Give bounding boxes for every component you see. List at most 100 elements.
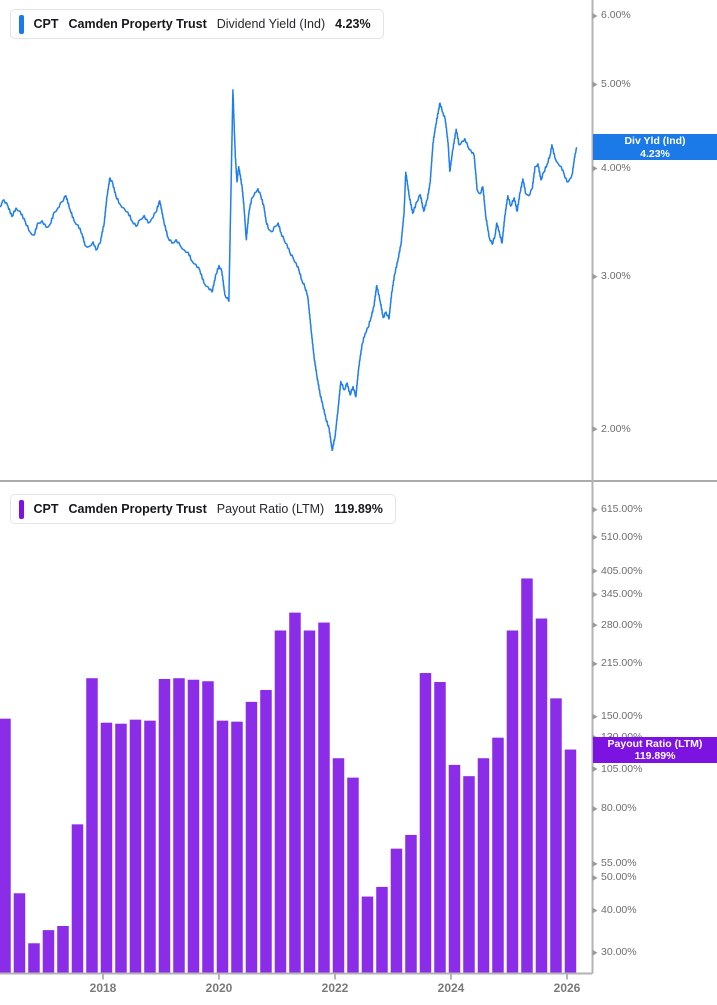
payout-bar-q3-2025[interactable] — [535, 618, 548, 974]
payout-bar-q2-2021[interactable] — [289, 612, 301, 974]
legend-value: 119.89% — [334, 502, 383, 516]
legend-company: Camden Property Trust — [68, 17, 207, 31]
legend-company: Camden Property Trust — [68, 502, 207, 516]
payout-bar-q4-2024[interactable] — [492, 737, 504, 974]
badge-value: 119.89% — [634, 750, 676, 763]
payout-bar-q3-2019[interactable] — [187, 679, 200, 974]
payout-bar-q3-2022[interactable] — [361, 896, 374, 974]
legend-ticker: CPT — [33, 17, 59, 31]
payout-bar-q1-2017[interactable] — [42, 930, 55, 974]
payout-bar-q1-2025[interactable] — [506, 630, 519, 974]
y-axis-tick-label: 215.00% — [601, 657, 643, 670]
y-axis-tick-arrow — [592, 506, 598, 513]
payout-bar-q3-2018[interactable] — [129, 719, 142, 974]
payout-bar-q1-2024[interactable] — [448, 764, 461, 974]
payout-bar-q2-2019[interactable] — [173, 678, 185, 974]
y-axis-tick-arrow — [592, 622, 598, 629]
y-axis-tick-label: 30.00% — [601, 946, 637, 959]
y-axis-tick-label: 80.00% — [601, 802, 637, 815]
badge-value: 4.23% — [640, 147, 670, 160]
legend-metric: Dividend Yield (Ind) — [216, 17, 326, 31]
payout-bar-q1-2021[interactable] — [274, 630, 287, 974]
payout-bar-q4-2016[interactable] — [28, 943, 40, 974]
payout-bar-q4-2023[interactable] — [434, 682, 446, 974]
y-axis-tick-arrow — [592, 713, 598, 720]
y-axis-tick-label: 4.00% — [601, 161, 631, 174]
payout-bar-q3-2021[interactable] — [303, 630, 316, 974]
legend-accent-bar-blue — [19, 14, 24, 34]
payout-bar-q4-2018[interactable] — [144, 720, 156, 974]
payout-bar-q4-2025[interactable] — [550, 698, 562, 974]
y-axis-tick-arrow — [592, 12, 598, 19]
payout-bar-q3-2016[interactable] — [13, 893, 26, 974]
payout-bar-q2-2025[interactable] — [521, 578, 533, 974]
x-axis-tick-label: 2022 — [321, 981, 349, 995]
legend-metric: Payout Ratio (LTM) — [216, 502, 325, 516]
payout-bar-q2-2018[interactable] — [115, 723, 127, 974]
x-axis-tick-label: 2020 — [205, 981, 233, 995]
badge-label: Div Yld (Ind) — [624, 135, 686, 148]
x-axis-tick-label: 2026 — [553, 981, 581, 995]
y-axis-tick-arrow — [592, 426, 598, 433]
payout-bar-q2-2022[interactable] — [347, 777, 359, 974]
y-axis-tick-label: 2.00% — [601, 422, 631, 435]
y-axis-tick-label: 3.00% — [601, 270, 631, 283]
payout-bar-q1-2026[interactable] — [564, 749, 577, 974]
payout-bar-q1-2018[interactable] — [100, 722, 113, 974]
legend-ticker: CPT — [33, 502, 59, 516]
y-axis-tick-label: 510.00% — [601, 530, 643, 543]
x-axis-tick-label: 2018 — [89, 981, 117, 995]
y-axis-tick-arrow — [592, 860, 598, 867]
payout-bar-q3-2024[interactable] — [477, 758, 490, 974]
y-axis-tick-label: 150.00% — [601, 710, 643, 723]
y-axis-tick-label: 5.00% — [601, 78, 631, 91]
x-axis-tick-label: 2024 — [437, 981, 465, 995]
y-axis-tick-arrow — [592, 874, 598, 881]
y-axis-tick-label: 345.00% — [601, 588, 643, 601]
payout-bar-q4-2021[interactable] — [318, 622, 330, 974]
payout-bar-q3-2017[interactable] — [71, 824, 84, 974]
payout-bar-q4-2017[interactable] — [86, 678, 98, 974]
y-axis-tick-label: 105.00% — [601, 762, 643, 775]
payout-bar-q1-2023[interactable] — [390, 848, 403, 974]
payout-bar-q3-2023[interactable] — [419, 673, 432, 974]
y-axis-tick-arrow — [592, 568, 598, 575]
payout-bar-q3-2020[interactable] — [245, 701, 258, 974]
payout-bar-q1-2020[interactable] — [216, 720, 229, 974]
y-axis-tick-arrow — [592, 165, 598, 172]
y-axis-tick-label: 405.00% — [601, 564, 643, 577]
y-axis-tick-label: 615.00% — [601, 503, 643, 516]
y-axis-tick-arrow — [592, 949, 598, 956]
payout-bar-q4-2022[interactable] — [376, 886, 388, 974]
legend-accent-bar-purple — [19, 499, 24, 519]
payout-bar-q2-2023[interactable] — [405, 834, 417, 974]
y-axis-tick-arrow — [592, 766, 598, 773]
last-value-badge-div-yld: Div Yld (Ind) 4.23% — [593, 134, 717, 161]
payout-bar-q2-2024[interactable] — [463, 776, 475, 974]
y-axis-tick-arrow — [592, 907, 598, 914]
legend-chip-dividend-yield[interactable]: CPT Camden Property Trust Dividend Yield… — [10, 9, 384, 39]
payout-bar-q4-2020[interactable] — [260, 689, 272, 974]
y-axis-tick-arrow — [592, 273, 598, 280]
payout-bar-q2-2017[interactable] — [57, 926, 69, 974]
last-value-badge-payout-ratio: Payout Ratio (LTM) 119.89% — [593, 736, 717, 763]
y-axis-tick-arrow — [592, 805, 598, 812]
badge-label: Payout Ratio (LTM) — [607, 737, 703, 750]
y-axis-tick-arrow — [592, 534, 598, 541]
y-axis-tick-arrow — [592, 660, 598, 667]
legend-chip-payout-ratio[interactable]: CPT Camden Property Trust Payout Ratio (… — [10, 494, 396, 524]
y-axis-tick-label: 280.00% — [601, 618, 643, 631]
payout-bar-q2-2016[interactable] — [0, 718, 11, 974]
y-axis-tick-arrow — [592, 81, 598, 88]
payout-bar-q1-2019[interactable] — [158, 678, 171, 974]
y-axis-tick-label: 6.00% — [601, 9, 631, 22]
payout-bar-q2-2020[interactable] — [231, 721, 243, 974]
y-axis-tick-arrow — [592, 591, 598, 598]
dividend-yield-line[interactable] — [0, 89, 578, 452]
legend-value: 4.23% — [335, 17, 371, 31]
payout-bar-q1-2022[interactable] — [332, 758, 345, 974]
y-axis-tick-label: 50.00% — [601, 871, 637, 884]
payout-bar-q4-2019[interactable] — [202, 681, 214, 974]
